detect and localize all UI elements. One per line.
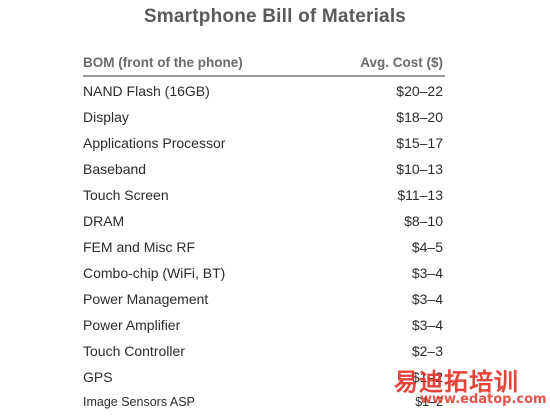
cell-component: Combo-chip (WiFi, BT): [83, 265, 226, 281]
cell-component: GPS: [83, 369, 113, 385]
cell-component: NAND Flash (16GB): [83, 83, 210, 99]
table-row: Touch Controller $2–3: [83, 340, 445, 366]
cell-cost: $2–3: [411, 343, 443, 359]
table-body: NAND Flash (16GB) $20–22 Display $18–20 Appl…: [83, 77, 445, 418]
cell-component: FEM and Misc RF: [83, 239, 196, 255]
cell-component: Power Management: [83, 291, 209, 307]
cell-component: Power Amplifier: [83, 317, 181, 333]
cell-cost: $11–13: [397, 187, 443, 203]
cell-cost: $8–10: [404, 213, 443, 229]
cell-cost: $1–2: [415, 395, 443, 409]
table-row: Display $18–20: [83, 106, 445, 132]
cell-component: Display: [83, 109, 129, 125]
cell-cost: $15–17: [396, 135, 443, 151]
chart-title: Smartphone Bill of Materials: [143, 6, 407, 27]
cell-component: Applications Processor: [83, 135, 226, 151]
cell-cost: $18–20: [396, 109, 443, 125]
table-row: FEM and Misc RF $4–5: [83, 236, 445, 262]
header-component: BOM (front of the phone): [83, 55, 243, 70]
table-header: BOM (front of the phone) Avg. Cost ($): [83, 54, 445, 77]
cell-component: Baseband: [83, 161, 147, 177]
table-row: Baseband $10–13: [83, 158, 445, 184]
table-row: Touch Screen $11–13: [83, 184, 445, 210]
cell-cost: $4–5: [411, 239, 443, 255]
cell-cost: $3–4: [411, 265, 443, 281]
table-row: Applications Processor $15–17: [83, 132, 445, 158]
cell-component: Touch Screen: [83, 187, 169, 203]
cell-component: Image Sensors ASP: [83, 395, 195, 409]
cell-cost: $3–4: [411, 291, 443, 307]
cell-cost: $3–4: [411, 317, 443, 333]
table-row: DRAM $8–10: [83, 210, 445, 236]
cell-component: DRAM: [83, 213, 125, 229]
cell-cost: $10–13: [396, 161, 443, 177]
table-row: GPS $1–2: [83, 366, 445, 392]
table-row: Image Sensors ASP $1–2: [83, 392, 445, 418]
header-cost: Avg. Cost ($): [360, 55, 443, 70]
cell-cost: $1–2: [411, 369, 443, 385]
table-row: NAND Flash (16GB) $20–22: [83, 80, 445, 106]
table-row: Combo-chip (WiFi, BT) $3–4: [83, 262, 445, 288]
cell-component: Touch Controller: [83, 343, 185, 359]
cell-cost: $20–22: [396, 83, 443, 99]
table-row: Power Management $3–4: [83, 288, 445, 314]
table-row: Power Amplifier $3–4: [83, 314, 445, 340]
bom-table: BOM (front of the phone) Avg. Cost ($) N…: [83, 54, 445, 418]
